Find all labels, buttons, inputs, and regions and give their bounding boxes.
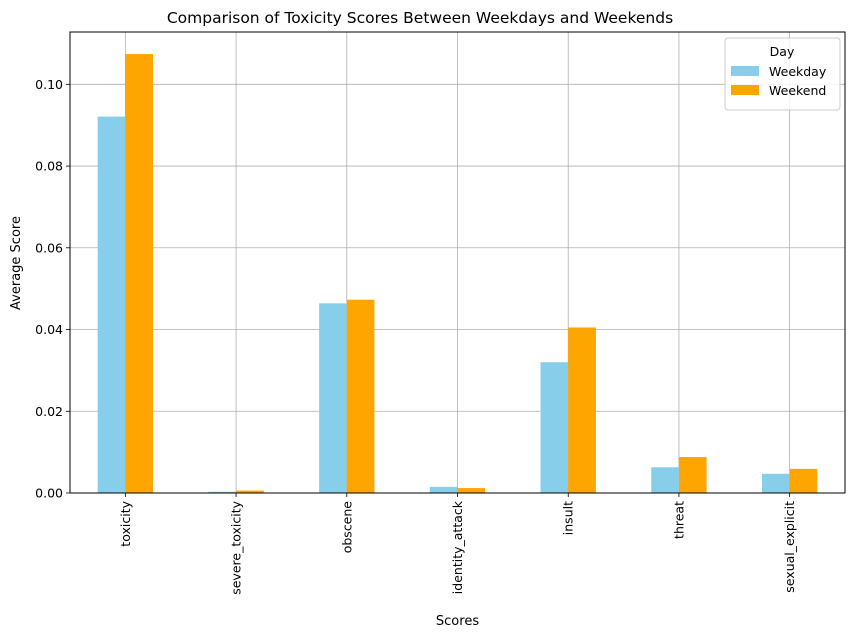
- x-tick-label: severe_toxicity: [229, 500, 244, 594]
- bar-weekend-obscene: [346, 299, 375, 493]
- y-axis-label: Average Score: [9, 216, 24, 310]
- y-tick-label: 0.10: [35, 77, 63, 92]
- y-tick-label: 0.00: [35, 486, 63, 501]
- bar-weekday-toxicity: [97, 116, 126, 494]
- x-tick-label: obscene: [339, 501, 354, 554]
- bars: [97, 54, 818, 494]
- legend-swatch-weekend: [731, 85, 759, 95]
- bar-weekend-threat: [678, 457, 707, 493]
- x-tick-label: insult: [561, 501, 576, 535]
- x-tick-label: toxicity: [118, 500, 133, 546]
- bar-weekend-sexual_explicit: [789, 468, 818, 493]
- bar-weekday-sexual_explicit: [761, 473, 790, 493]
- y-tick-label: 0.04: [35, 322, 63, 337]
- bar-weekday-identity_attack: [429, 486, 458, 493]
- bar-weekend-severe_toxicity: [236, 490, 264, 493]
- bar-weekend-insult: [568, 327, 596, 493]
- x-tick-label: sexual_explicit: [782, 501, 797, 593]
- x-tick-label: identity_attack: [450, 500, 465, 594]
- bar-weekend-toxicity: [125, 54, 154, 493]
- y-tick-label: 0.06: [35, 240, 63, 255]
- legend-label-weekend: Weekend: [769, 83, 826, 98]
- x-axis-ticks: toxicity severe_toxicity obscene identity_a…: [118, 493, 797, 595]
- chart-title: Comparison of Toxicity Scores Between We…: [167, 9, 673, 27]
- x-tick-label: threat: [671, 501, 686, 539]
- bar-weekday-severe_toxicity: [208, 491, 237, 493]
- bar-weekday-obscene: [319, 303, 347, 493]
- y-tick-label: 0.08: [35, 159, 63, 174]
- bar-weekday-threat: [651, 467, 679, 493]
- x-axis-label: Scores: [436, 614, 479, 629]
- legend: Day Weekday Weekend: [724, 37, 841, 111]
- grid-lines: [70, 32, 845, 494]
- bar-weekday-insult: [540, 362, 569, 493]
- bar-weekend-identity_attack: [457, 488, 486, 493]
- legend-title: Day: [770, 44, 795, 59]
- y-tick-label: 0.02: [35, 404, 63, 419]
- legend-label-weekday: Weekday: [769, 64, 827, 79]
- y-axis-ticks: 0.00 0.02 0.04 0.06 0.08 0.10: [35, 77, 70, 501]
- legend-swatch-weekday: [731, 66, 759, 76]
